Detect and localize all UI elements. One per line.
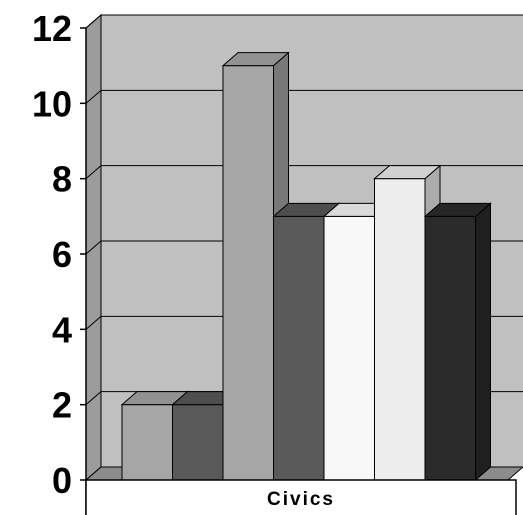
- bar-front: [424, 215, 476, 481]
- category-label: Civics: [267, 489, 335, 510]
- y-tick-label: 10: [32, 83, 72, 124]
- y-tick-label: 4: [52, 309, 72, 350]
- bar-side: [475, 202, 491, 482]
- gridline-side: [85, 89, 102, 104]
- bar-front: [323, 215, 375, 481]
- bar-front: [121, 404, 173, 481]
- y-tick-label: 8: [52, 159, 72, 200]
- y-tick-label: 0: [52, 460, 72, 501]
- bar-top: [423, 202, 492, 217]
- y-axis-ticks: 0 2 4 6 8 10 12: [32, 8, 86, 501]
- gridline-side: [85, 240, 102, 255]
- category-axis-box: [85, 479, 517, 515]
- bar-top: [373, 165, 442, 180]
- gridline-side: [85, 14, 102, 29]
- bars: [120, 51, 492, 482]
- gridline-side: [85, 315, 102, 330]
- bar-front: [374, 178, 426, 481]
- bar-front: [222, 65, 274, 481]
- gridline-side: [85, 165, 102, 180]
- bar: [423, 202, 492, 482]
- y-tick-label: 6: [52, 234, 72, 275]
- bar-front: [172, 404, 224, 481]
- bar-top: [221, 52, 290, 67]
- y-tick-label: 12: [32, 8, 72, 49]
- y-tick-label: 2: [52, 385, 72, 426]
- gridline-side: [85, 391, 102, 406]
- bar-front: [273, 215, 325, 481]
